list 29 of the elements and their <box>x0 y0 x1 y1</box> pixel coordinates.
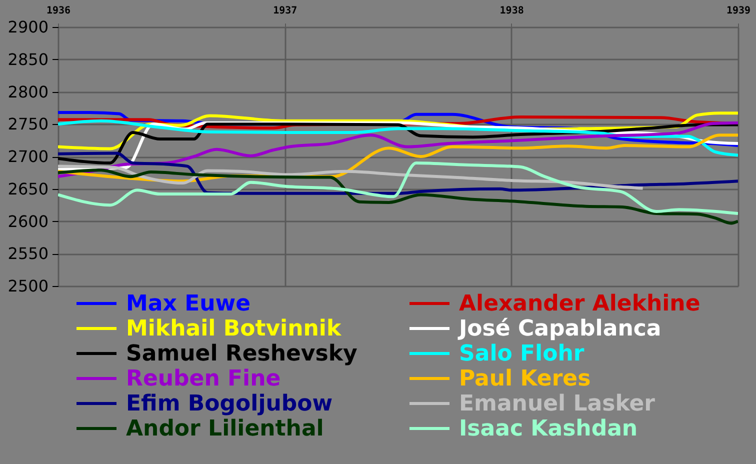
legend-label: Samuel Reshevsky <box>126 342 358 366</box>
line-series <box>58 168 738 225</box>
y-tick-label: 2900 <box>8 18 48 36</box>
x-tick-label: 1939 <box>726 6 751 16</box>
legend-label: Mikhail Botvinnik <box>126 316 342 342</box>
legend-label: Paul Keres <box>459 366 591 392</box>
legend-label: Max Euwe <box>126 292 251 316</box>
x-tick-label: 1936 <box>46 6 71 16</box>
legend-label: Reuben Fine <box>126 366 281 392</box>
y-tick-label: 2850 <box>8 50 48 69</box>
y-tick-label: 2650 <box>8 179 48 198</box>
legend-label: Emanuel Lasker <box>459 392 656 416</box>
legend-label: José Capablanca <box>457 316 662 342</box>
y-tick-label: 2700 <box>8 147 48 166</box>
line-series <box>58 161 738 215</box>
x-tick-label: 1937 <box>273 6 298 16</box>
y-tick-label: 2550 <box>8 244 48 264</box>
y-tick-label: 2800 <box>8 82 48 102</box>
legend-label: Alexander Alekhine <box>459 292 700 316</box>
legend-label: Andor Lilienthal <box>126 416 324 442</box>
legend-label: Efim Bogoljubow <box>126 392 333 416</box>
y-tick-label: 2600 <box>8 212 48 231</box>
line-series <box>58 119 738 157</box>
y-tick-label: 2500 <box>8 276 48 296</box>
line-series <box>58 164 644 190</box>
x-tick-label: 1938 <box>500 6 524 16</box>
legend-label: Isaac Kashdan <box>459 416 638 442</box>
legend-label: Salo Flohr <box>459 342 584 366</box>
y-tick-label: 2750 <box>8 114 48 134</box>
